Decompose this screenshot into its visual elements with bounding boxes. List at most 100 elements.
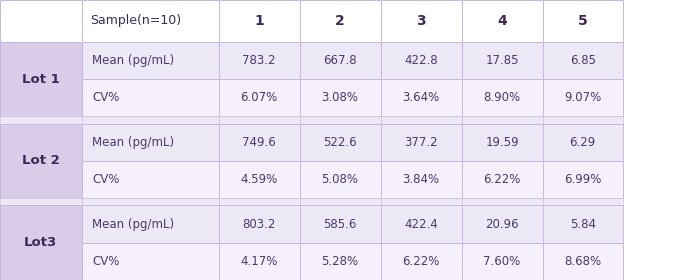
FancyBboxPatch shape [0, 124, 82, 198]
FancyBboxPatch shape [543, 42, 623, 79]
FancyBboxPatch shape [82, 161, 219, 198]
FancyBboxPatch shape [300, 243, 381, 280]
FancyBboxPatch shape [462, 0, 543, 42]
Text: CV%: CV% [92, 173, 120, 186]
FancyBboxPatch shape [300, 79, 381, 116]
FancyBboxPatch shape [300, 206, 381, 243]
FancyBboxPatch shape [462, 161, 543, 198]
FancyBboxPatch shape [82, 198, 219, 206]
Text: CV%: CV% [92, 255, 120, 268]
Text: 9.07%: 9.07% [564, 91, 601, 104]
Text: Lot 2: Lot 2 [22, 154, 60, 167]
FancyBboxPatch shape [462, 124, 543, 161]
FancyBboxPatch shape [82, 243, 219, 280]
Text: 6.22%: 6.22% [483, 173, 521, 186]
Text: Mean (pg/mL): Mean (pg/mL) [92, 218, 174, 231]
Text: 4: 4 [497, 14, 507, 28]
Text: 3: 3 [417, 14, 426, 28]
Text: Sample(n=10): Sample(n=10) [90, 14, 181, 27]
FancyBboxPatch shape [219, 0, 300, 42]
FancyBboxPatch shape [381, 42, 462, 79]
Text: 3.64%: 3.64% [403, 91, 439, 104]
Text: 522.6: 522.6 [323, 136, 357, 149]
FancyBboxPatch shape [381, 161, 462, 198]
Text: 3.08%: 3.08% [322, 91, 358, 104]
FancyBboxPatch shape [300, 116, 381, 124]
FancyBboxPatch shape [543, 79, 623, 116]
FancyBboxPatch shape [381, 124, 462, 161]
Text: 5.08%: 5.08% [322, 173, 358, 186]
Text: 5: 5 [578, 14, 588, 28]
Text: 8.68%: 8.68% [564, 255, 601, 268]
FancyBboxPatch shape [219, 116, 300, 124]
Text: Mean (pg/mL): Mean (pg/mL) [92, 54, 174, 67]
FancyBboxPatch shape [0, 198, 82, 206]
FancyBboxPatch shape [300, 124, 381, 161]
Text: 803.2: 803.2 [242, 218, 276, 231]
FancyBboxPatch shape [543, 124, 623, 161]
Text: 3.84%: 3.84% [403, 173, 439, 186]
FancyBboxPatch shape [0, 206, 82, 280]
Text: 585.6: 585.6 [323, 218, 357, 231]
Text: 2: 2 [335, 14, 345, 28]
Text: 422.4: 422.4 [404, 218, 438, 231]
FancyBboxPatch shape [381, 243, 462, 280]
Text: Lot 1: Lot 1 [22, 73, 60, 85]
Text: 6.85: 6.85 [570, 54, 596, 67]
FancyBboxPatch shape [0, 42, 82, 116]
FancyBboxPatch shape [462, 116, 543, 124]
FancyBboxPatch shape [82, 124, 219, 161]
FancyBboxPatch shape [219, 198, 300, 206]
FancyBboxPatch shape [543, 206, 623, 243]
FancyBboxPatch shape [462, 243, 543, 280]
FancyBboxPatch shape [219, 79, 300, 116]
Text: 6.99%: 6.99% [564, 173, 601, 186]
Text: 20.96: 20.96 [485, 218, 519, 231]
FancyBboxPatch shape [300, 42, 381, 79]
FancyBboxPatch shape [381, 198, 462, 206]
Text: 5.28%: 5.28% [322, 255, 358, 268]
Text: 667.8: 667.8 [323, 54, 357, 67]
FancyBboxPatch shape [543, 0, 623, 42]
Text: 6.07%: 6.07% [241, 91, 277, 104]
Text: 783.2: 783.2 [242, 54, 276, 67]
Text: 5.84: 5.84 [570, 218, 596, 231]
Text: 377.2: 377.2 [404, 136, 438, 149]
Text: 4.59%: 4.59% [241, 173, 277, 186]
FancyBboxPatch shape [219, 206, 300, 243]
FancyBboxPatch shape [219, 243, 300, 280]
FancyBboxPatch shape [0, 116, 82, 124]
FancyBboxPatch shape [381, 206, 462, 243]
FancyBboxPatch shape [82, 79, 219, 116]
Text: 6.29: 6.29 [570, 136, 596, 149]
Text: 8.90%: 8.90% [484, 91, 520, 104]
Text: 7.60%: 7.60% [484, 255, 520, 268]
FancyBboxPatch shape [462, 198, 543, 206]
FancyBboxPatch shape [300, 0, 381, 42]
Text: CV%: CV% [92, 91, 120, 104]
FancyBboxPatch shape [381, 116, 462, 124]
FancyBboxPatch shape [462, 206, 543, 243]
FancyBboxPatch shape [82, 42, 219, 79]
Text: 4.17%: 4.17% [240, 255, 278, 268]
Text: 422.8: 422.8 [404, 54, 438, 67]
Text: 17.85: 17.85 [485, 54, 519, 67]
FancyBboxPatch shape [381, 79, 462, 116]
Text: 6.22%: 6.22% [402, 255, 440, 268]
FancyBboxPatch shape [0, 0, 82, 42]
FancyBboxPatch shape [462, 42, 543, 79]
FancyBboxPatch shape [462, 79, 543, 116]
FancyBboxPatch shape [82, 206, 219, 243]
FancyBboxPatch shape [300, 161, 381, 198]
FancyBboxPatch shape [219, 124, 300, 161]
FancyBboxPatch shape [219, 161, 300, 198]
Text: Mean (pg/mL): Mean (pg/mL) [92, 136, 174, 149]
Text: 1: 1 [254, 14, 264, 28]
Text: Lot3: Lot3 [24, 236, 57, 249]
FancyBboxPatch shape [381, 0, 462, 42]
FancyBboxPatch shape [219, 42, 300, 79]
FancyBboxPatch shape [82, 116, 219, 124]
FancyBboxPatch shape [543, 198, 623, 206]
FancyBboxPatch shape [543, 116, 623, 124]
Text: 19.59: 19.59 [485, 136, 519, 149]
